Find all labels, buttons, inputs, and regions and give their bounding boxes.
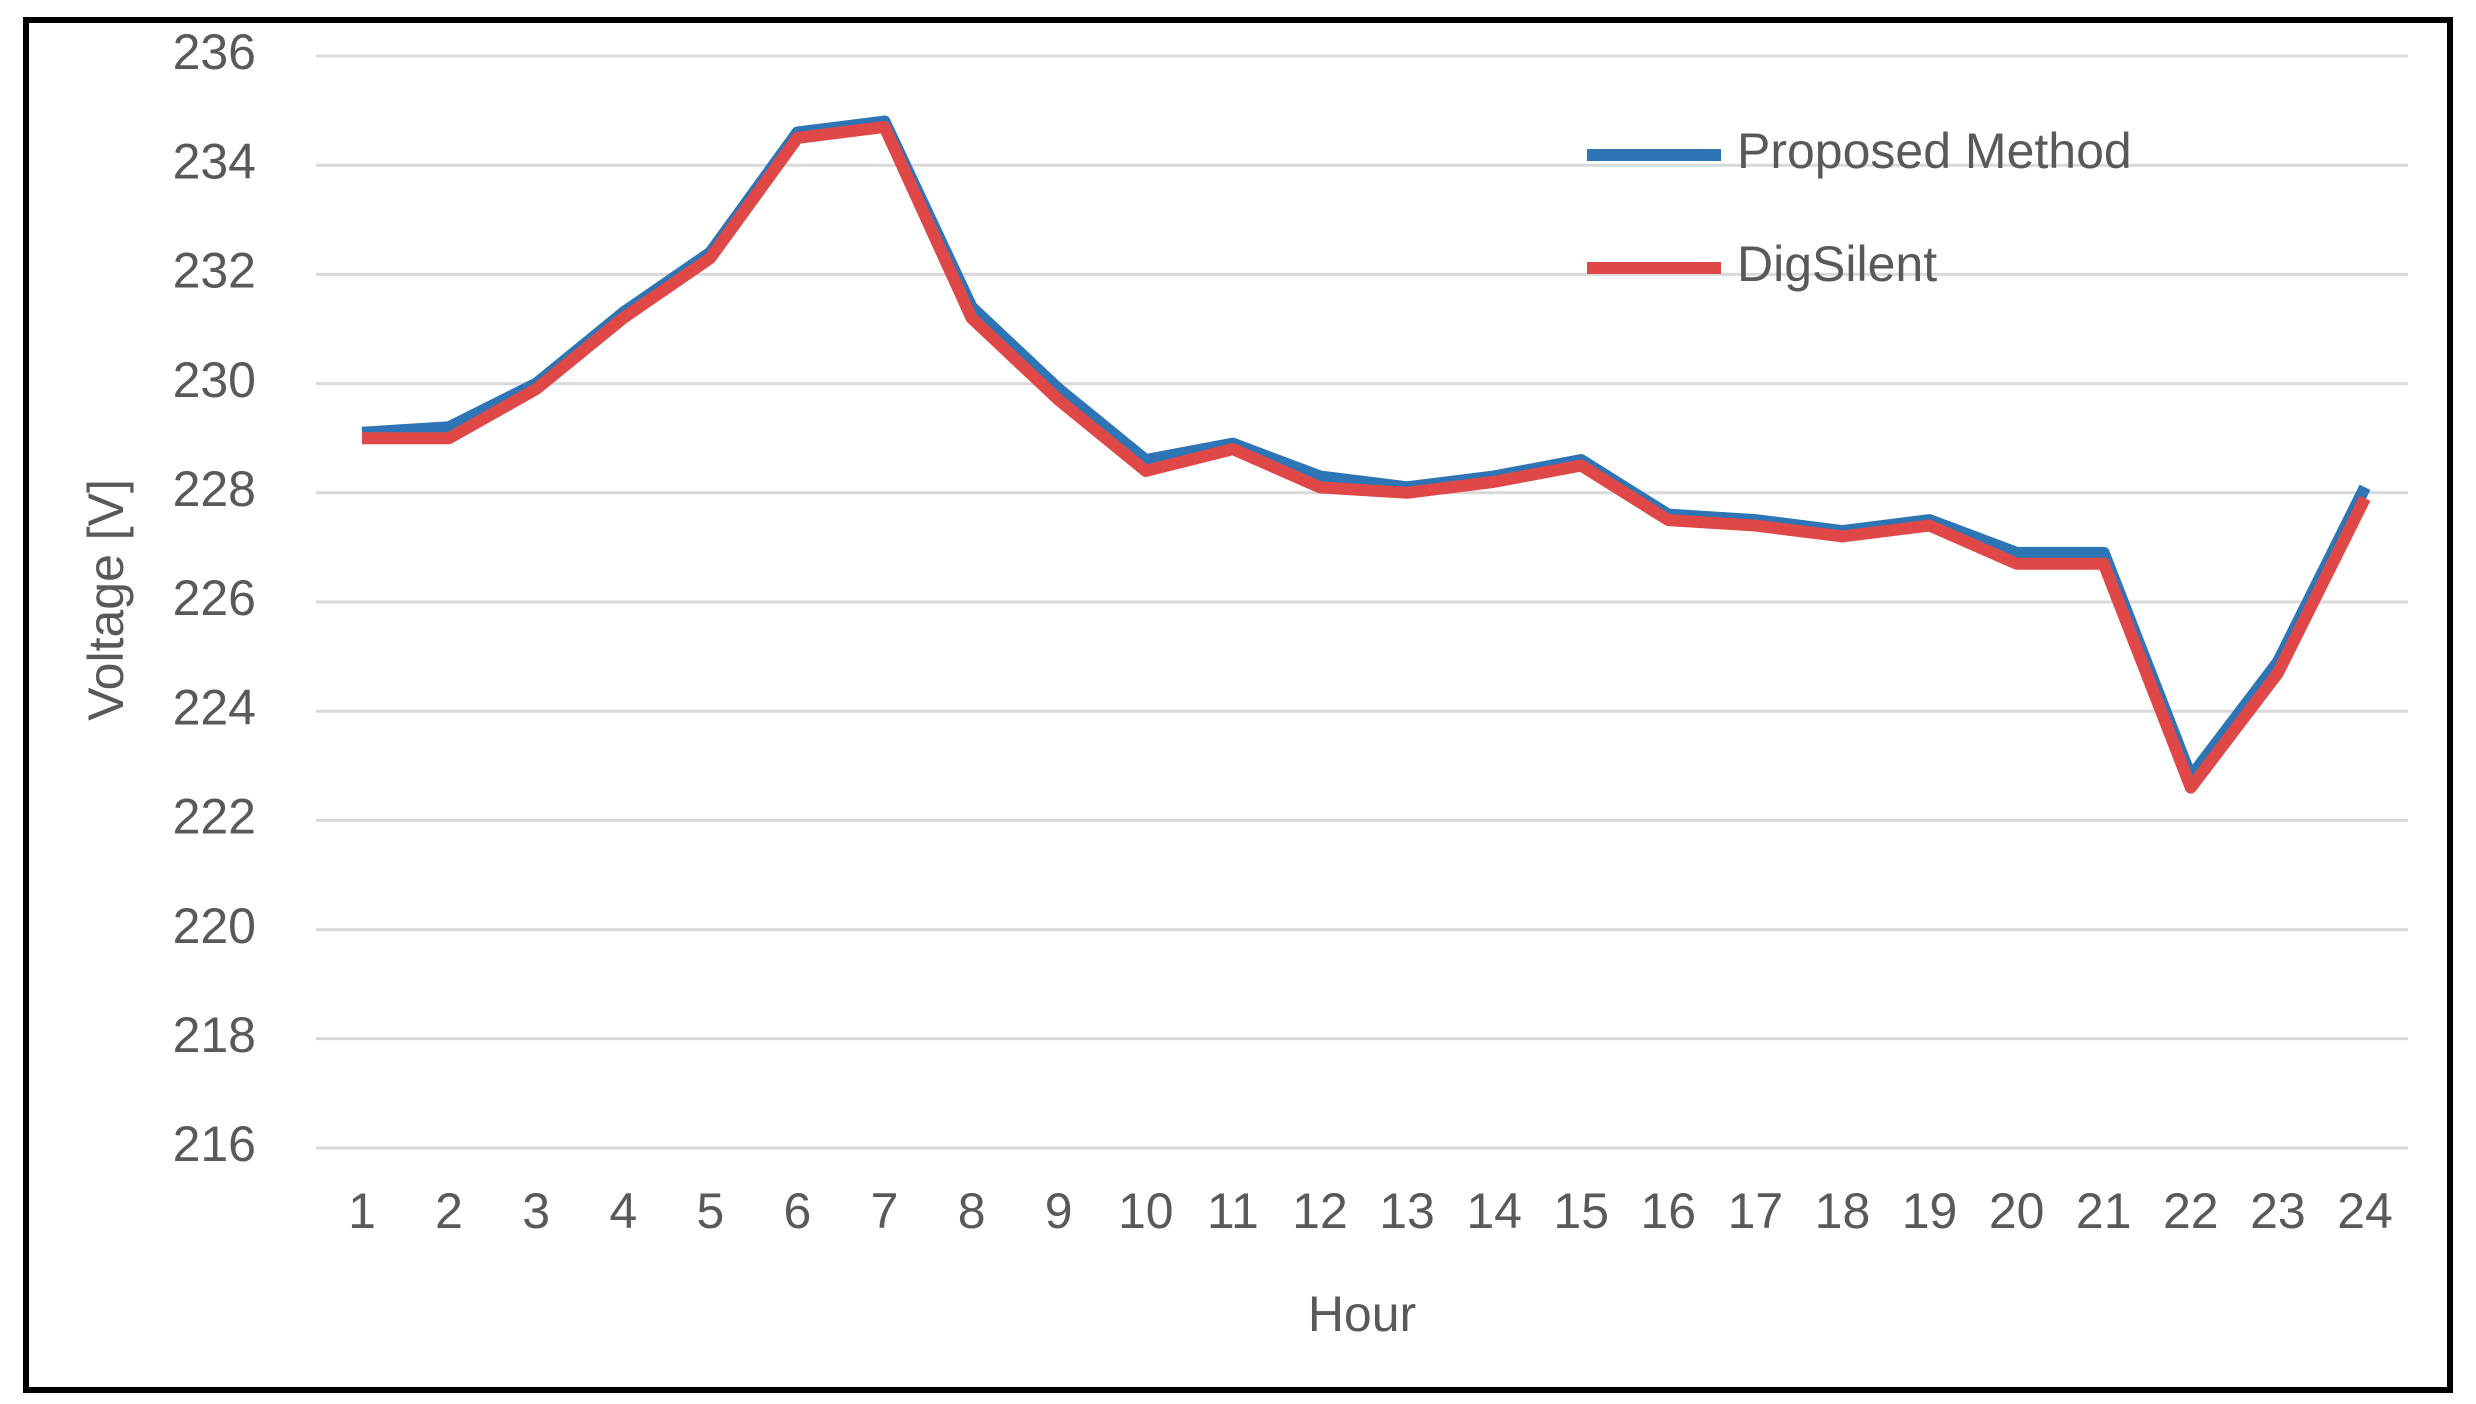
y-tick-label: 216: [173, 1116, 256, 1172]
x-tick-label: 12: [1292, 1183, 1348, 1239]
y-tick-label: 228: [173, 461, 256, 517]
x-tick-label: 22: [2163, 1183, 2219, 1239]
y-tick-label: 236: [173, 24, 256, 80]
x-tick-label: 18: [1815, 1183, 1871, 1239]
x-tick-label: 9: [1045, 1183, 1073, 1239]
x-tick-label: 5: [696, 1183, 724, 1239]
x-tick-label: 6: [784, 1183, 812, 1239]
x-tick-label: 7: [871, 1183, 899, 1239]
y-tick-label: 220: [173, 898, 256, 954]
x-tick-label: 2: [435, 1183, 463, 1239]
x-tick-label: 4: [609, 1183, 637, 1239]
x-tick-label: 1: [348, 1183, 376, 1239]
y-tick-label: 222: [173, 789, 256, 845]
y-tick-label: 234: [173, 133, 256, 189]
chart-border: [23, 17, 2453, 1393]
x-tick-label: 10: [1118, 1183, 1174, 1239]
x-tick-label: 16: [1640, 1183, 1696, 1239]
x-tick-label: 19: [1902, 1183, 1958, 1239]
x-tick-label: 21: [2076, 1183, 2132, 1239]
x-tick-label: 11: [1207, 1183, 1259, 1239]
x-tick-label: 3: [522, 1183, 550, 1239]
x-tick-label: 13: [1379, 1183, 1435, 1239]
x-tick-label: 14: [1466, 1183, 1522, 1239]
legend-label: Proposed Method: [1737, 123, 2132, 179]
y-axis-label: Voltage [V]: [78, 479, 134, 721]
y-tick-label: 226: [173, 570, 256, 626]
x-tick-label: 8: [958, 1183, 986, 1239]
x-tick-label: 15: [1553, 1183, 1609, 1239]
x-tick-label: 24: [2337, 1183, 2393, 1239]
y-tick-label: 224: [173, 679, 256, 735]
y-tick-label: 230: [173, 352, 256, 408]
data-line: [361, 115, 2371, 783]
x-tick-label: 20: [1989, 1183, 2045, 1239]
x-tick-label: 23: [2250, 1183, 2306, 1239]
legend-label: DigSilent: [1737, 236, 1937, 292]
x-axis-label: Hour: [1308, 1286, 1416, 1342]
data-line: [362, 120, 2371, 794]
y-tick-label: 218: [173, 1007, 256, 1063]
y-tick-label: 232: [173, 243, 256, 299]
x-tick-label: 17: [1728, 1183, 1784, 1239]
